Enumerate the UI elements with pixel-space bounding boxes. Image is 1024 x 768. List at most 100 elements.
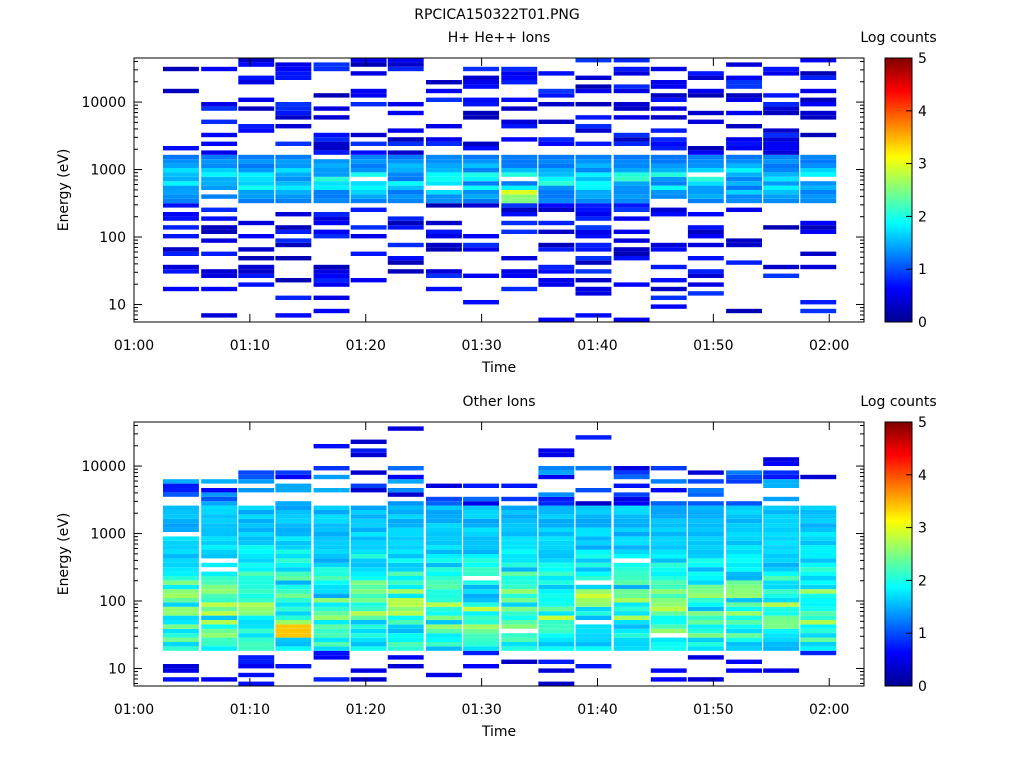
heatmap-cell (238, 159, 275, 164)
heatmap-cell (687, 229, 724, 234)
heatmap-cell (463, 633, 499, 638)
heatmap-cell (650, 514, 687, 519)
heatmap-cell (575, 567, 612, 572)
heatmap-cell (613, 562, 650, 568)
heatmap-cell (463, 159, 499, 164)
heatmap-cell (426, 181, 462, 186)
heatmap-cell (726, 137, 762, 142)
heatmap-cell (201, 141, 238, 146)
heatmap-cell (763, 602, 800, 607)
heatmap-cell (238, 527, 275, 532)
heatmap-cell (763, 668, 800, 673)
heatmap-cell (350, 540, 387, 546)
heatmap-cell (350, 93, 387, 98)
heatmap-cell (463, 567, 499, 572)
heatmap-cell (800, 185, 837, 190)
heatmap-cell (613, 567, 650, 572)
heatmap-cell (800, 624, 837, 629)
heatmap-cell (313, 181, 350, 186)
panel-title: Other Ions (462, 394, 535, 410)
heatmap-cell (575, 88, 612, 94)
heatmap-cell (313, 220, 350, 226)
heatmap-cell (350, 154, 387, 160)
heatmap-cell (426, 620, 462, 625)
heatmap-cell (426, 229, 462, 234)
heatmap-cell (201, 229, 238, 234)
heatmap-cell (387, 225, 424, 230)
colorbar-tick-label: 2 (918, 573, 927, 589)
heatmap-cell (350, 677, 387, 682)
heatmap-cell (800, 71, 837, 76)
heatmap-cell (387, 102, 424, 107)
heatmap-cell (201, 159, 238, 164)
heatmap-cell (387, 426, 424, 431)
heatmap-cell (687, 655, 724, 660)
heatmap-cell (613, 523, 650, 528)
heatmap-cell (426, 611, 462, 616)
heatmap-cell (463, 510, 499, 515)
heatmap-cell (238, 633, 275, 638)
heatmap-cell (650, 615, 687, 620)
heatmap-cell (575, 163, 612, 168)
heatmap-cell (313, 198, 350, 204)
heatmap-cell (463, 505, 499, 510)
heatmap-cell (238, 247, 275, 252)
heatmap-cell (275, 474, 312, 480)
heatmap-cell (763, 185, 800, 190)
heatmap-cell (350, 549, 387, 554)
heatmap-cell (426, 527, 462, 532)
heatmap-cell (238, 642, 275, 647)
heatmap-cell (350, 523, 387, 528)
heatmap-cell (613, 198, 650, 204)
heatmap-cell (575, 562, 612, 568)
heatmap-cell (201, 540, 238, 546)
heatmap-cell (687, 628, 724, 634)
heatmap-cell (687, 549, 724, 554)
heatmap-cell (313, 216, 350, 221)
heatmap-cell (426, 589, 462, 594)
heatmap-cell (763, 470, 800, 475)
heatmap-cell (387, 611, 424, 616)
heatmap-cell (313, 62, 350, 67)
heatmap-cell (501, 562, 538, 568)
heatmap-cell (800, 593, 837, 598)
heatmap-cell (350, 518, 387, 524)
heatmap-cell (387, 185, 424, 190)
heatmap-cell (575, 84, 612, 89)
heatmap-cell (538, 470, 575, 475)
heatmap-cell (313, 650, 350, 656)
heatmap-cell (613, 203, 650, 208)
heatmap-cell (163, 168, 199, 173)
heatmap-cell (726, 567, 762, 572)
heatmap-cell (313, 466, 350, 471)
heatmap-cell (313, 106, 350, 111)
heatmap-cell (313, 474, 350, 480)
heatmap-cell (687, 242, 724, 248)
heatmap-cell (650, 84, 687, 89)
heatmap-cell (163, 159, 199, 164)
heatmap-cell (238, 576, 275, 581)
heatmap-cell (350, 637, 387, 642)
heatmap-cell (575, 615, 612, 620)
heatmap-cell (687, 606, 724, 612)
heatmap-cell (387, 606, 424, 612)
colorbar-label: Log counts (860, 30, 936, 46)
heatmap-cell (163, 633, 199, 638)
heatmap-cell (426, 97, 462, 102)
heatmap-cell (763, 598, 800, 603)
heatmap-cell (538, 492, 575, 497)
heatmap-cell (275, 501, 312, 506)
heatmap-cell (650, 540, 687, 546)
heatmap-cell (501, 576, 538, 581)
heatmap-cell (501, 545, 538, 550)
heatmap-cell (426, 242, 462, 248)
heatmap-cell (687, 501, 724, 506)
heatmap-cell (463, 650, 499, 656)
heatmap-cell (275, 536, 312, 541)
heatmap-cell (313, 514, 350, 519)
heatmap-cell (238, 505, 275, 510)
heatmap-cell (575, 532, 612, 537)
heatmap-cell (313, 549, 350, 554)
heatmap-cell (387, 220, 424, 226)
heatmap-cell (275, 576, 312, 581)
